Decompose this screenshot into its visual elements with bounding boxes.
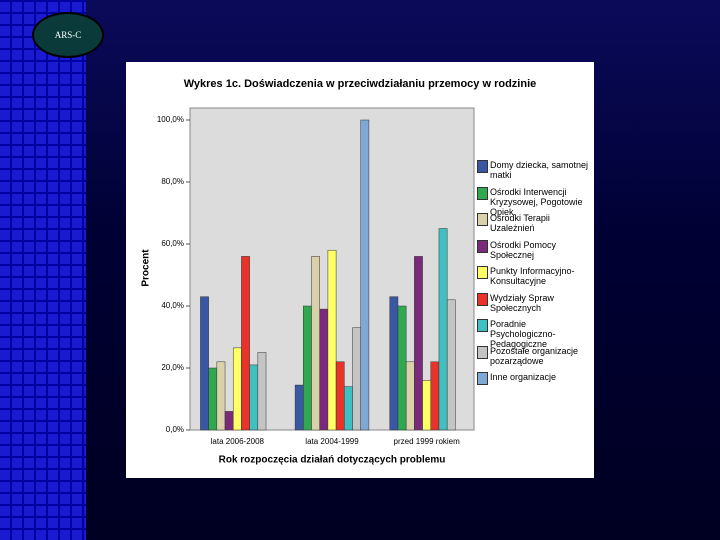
- legend-entry: Inne organizacje: [477, 372, 594, 385]
- bar: [224, 411, 234, 431]
- bar: [335, 361, 345, 431]
- bar: [405, 361, 415, 431]
- x-tick-label: lata 2004-1999: [305, 437, 359, 446]
- y-tick-label: 0,0%: [166, 425, 184, 434]
- y-tick-label: 20,0%: [161, 363, 184, 372]
- legend-swatch: [477, 292, 488, 306]
- legend-entry: Domy dziecka, samotnej matki: [477, 160, 594, 180]
- legend-swatch: [477, 239, 488, 253]
- x-axis-label: Rok rozpoczęcia działań dotyczących prob…: [219, 455, 446, 466]
- bar: [352, 327, 361, 431]
- legend-entry: Pozostałe organizacje pozarządowe: [477, 345, 594, 366]
- y-tick-label: 100,0%: [157, 115, 184, 124]
- legend-label: Wydziały Spraw Społecznych: [490, 292, 554, 313]
- legend-label: Poradnie Psychologiczno-Pedagogiczne: [490, 319, 556, 349]
- legend-entry: Ośrodki Pomocy Społecznej: [477, 239, 594, 260]
- legend-swatch: [477, 160, 488, 173]
- bar: [200, 296, 209, 431]
- legend-swatch: [477, 186, 488, 200]
- bar: [430, 361, 440, 431]
- bar: [249, 364, 259, 431]
- logo: ARS-C: [32, 12, 104, 58]
- bar: [232, 347, 242, 431]
- bar: [241, 256, 250, 431]
- bar: [438, 228, 448, 431]
- y-tick-label: 40,0%: [161, 301, 184, 310]
- legend-label: Ośrodki Pomocy Społecznej: [490, 239, 557, 260]
- chart: Wykres 1c. Doświadczenia w przeciwdziała…: [141, 78, 537, 466]
- legend-label: Ośrodki Terapii Uzależnień: [490, 213, 550, 233]
- chart-title: Wykres 1c. Doświadczenia w przeciwdziała…: [184, 78, 537, 90]
- legend-label: Ośrodki Interwencji Kryzysowej, Pogotowi…: [490, 186, 583, 217]
- x-tick-label: przed 1999 rokiem: [394, 437, 461, 446]
- bar: [327, 249, 337, 431]
- bar: [216, 361, 226, 431]
- bar: [389, 296, 399, 431]
- legend-entry: Poradnie Psychologiczno-Pedagogiczne: [477, 319, 594, 349]
- y-tick-label: 60,0%: [161, 239, 184, 248]
- legend-label: Pozostałe organizacje pozarządowe: [490, 345, 579, 366]
- bar: [414, 256, 423, 431]
- legend-entry: Punkty Informacyjno-Konsultacyjne: [477, 266, 594, 286]
- legend-swatch: [477, 266, 488, 279]
- legend-entry: Ośrodki Interwencji Kryzysowej, Pogotowi…: [477, 186, 594, 217]
- chart-panel: Wykres 1c. Doświadczenia w przeciwdziała…: [126, 62, 594, 478]
- decor-strip: [0, 0, 86, 540]
- bar: [311, 256, 320, 431]
- bar: [257, 352, 267, 431]
- bar: [208, 367, 218, 431]
- bar: [344, 386, 353, 431]
- bar: [360, 119, 370, 431]
- legend-swatch: [477, 372, 488, 385]
- bar: [422, 380, 432, 431]
- y-tick-label: 80,0%: [161, 177, 184, 186]
- legend-label: Inne organizacje: [490, 372, 557, 382]
- legend-swatch: [477, 345, 488, 359]
- bar: [319, 308, 329, 431]
- legend-swatch: [477, 213, 488, 226]
- bar: [294, 384, 304, 431]
- bar: [303, 305, 312, 431]
- bar: [397, 305, 407, 431]
- legend-label: Domy dziecka, samotnej matki: [490, 160, 589, 180]
- legend-swatch: [477, 319, 488, 332]
- bar: [446, 299, 456, 431]
- legend-entry: Wydziały Spraw Społecznych: [477, 292, 594, 313]
- x-tick-label: lata 2006-2008: [211, 437, 265, 446]
- legend-label: Punkty Informacyjno-Konsultacyjne: [490, 266, 575, 286]
- y-axis-label: Procent: [141, 249, 152, 287]
- legend-entry: Ośrodki Terapii Uzależnień: [477, 213, 594, 233]
